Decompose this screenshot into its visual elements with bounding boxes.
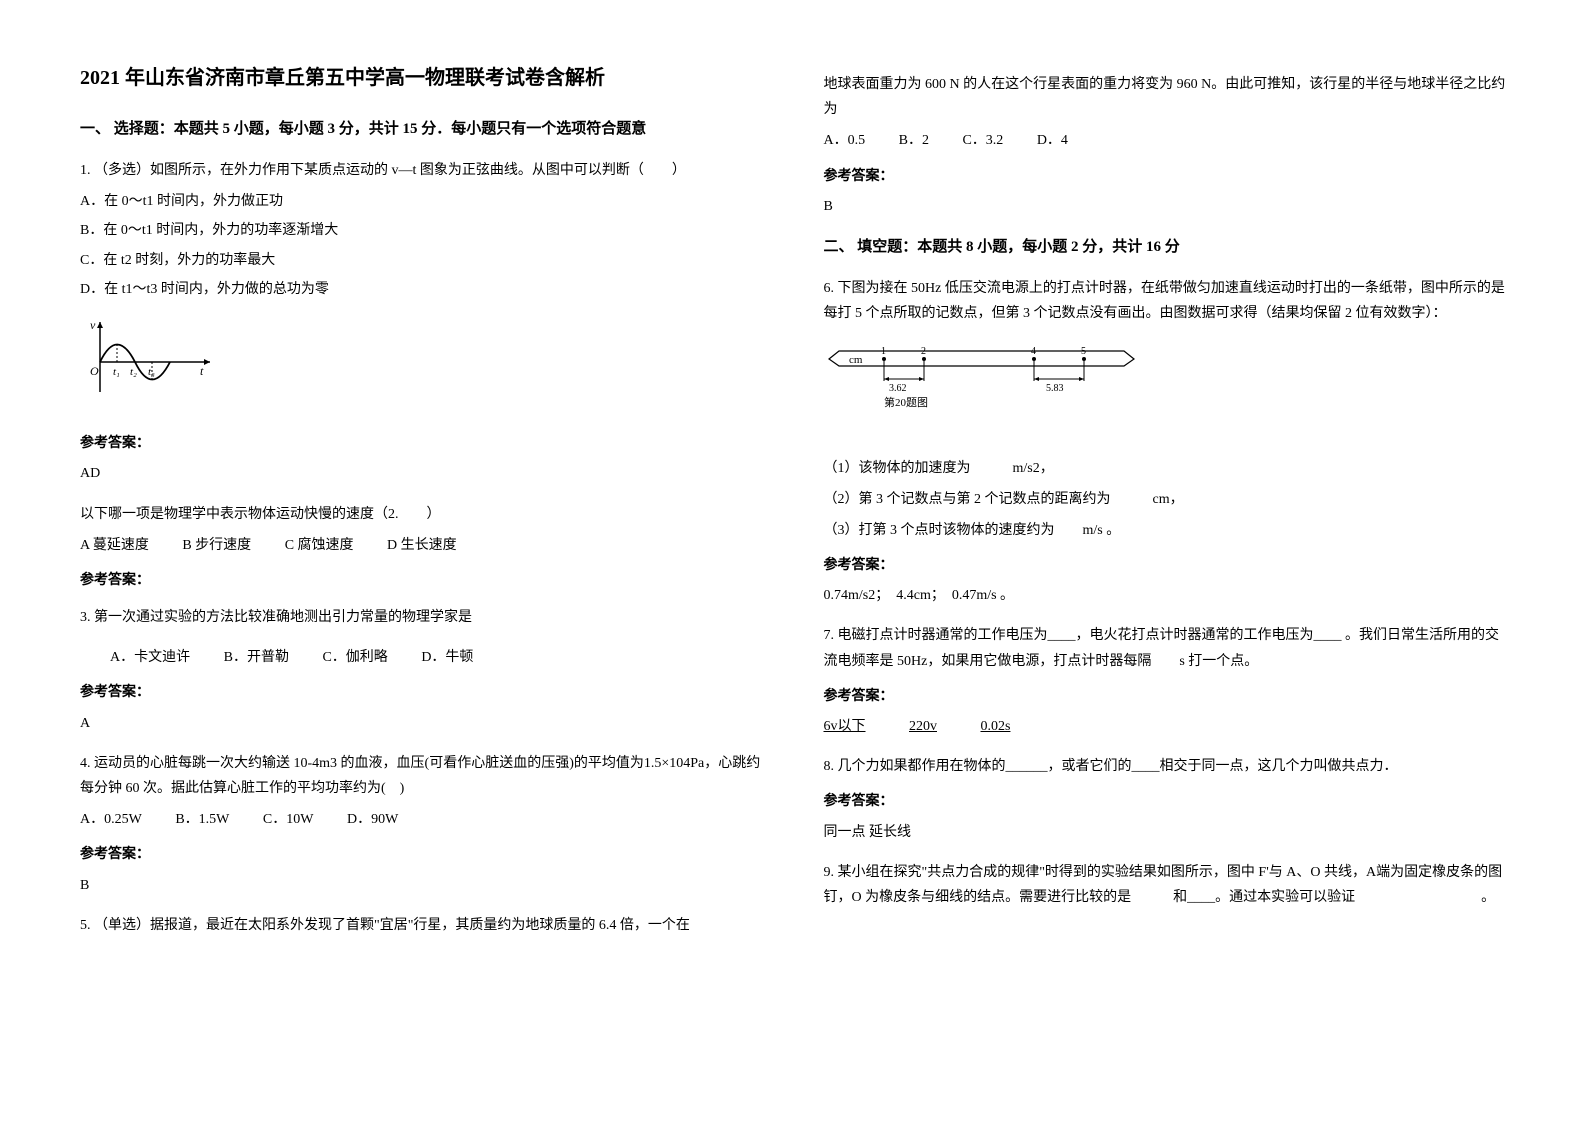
q2-opt-d: D 生长速度 (387, 538, 457, 553)
question-5-part1: 5. （单选）据报道，最近在太阳系外发现了首颗"宜居"行星，其质量约为地球质量的… (80, 913, 764, 938)
question-5-part2: 地球表面重力为 600 N 的人在这个行星表面的重力将变为 960 N。由此可推… (824, 72, 1508, 219)
q4-opt-d: D．90W (347, 812, 398, 827)
question-1: 1. （多选）如图所示，在外力作用下某质点运动的 v—t 图象为正弦曲线。从图中… (80, 158, 764, 487)
q5-stem-part1: 5. （单选）据报道，最近在太阳系外发现了首颗"宜居"行星，其质量约为地球质量的… (80, 913, 764, 938)
q8-stem: 8. 几个力如果都作用在物体的______，或者它们的____相交于同一点，这几… (824, 754, 1508, 779)
q6-stem: 6. 下图为接在 50Hz 低压交流电源上的打点计时器，在纸带做匀加速直线运动时… (824, 276, 1508, 326)
section2-header: 二、 填空题：本题共 8 小题，每小题 2 分，共计 16 分 (824, 234, 1508, 261)
section1-header: 一、 选择题：本题共 5 小题，每小题 3 分，共计 15 分．每小题只有一个选… (80, 116, 764, 143)
q5-opt-d: D．4 (1037, 133, 1068, 148)
q5-opt-b: B．2 (899, 133, 929, 148)
question-7: 7. 电磁打点计时器通常的工作电压为____，电火花打点计时器通常的工作电压为_… (824, 623, 1508, 739)
q7-ans3: 0.02s (981, 719, 1011, 734)
q3-opt-d: D．牛顿 (421, 650, 473, 665)
q2-opt-b: B 步行速度 (182, 538, 251, 553)
q1-opt-b: B．在 0～t1 时间内，外力的功率逐渐增大 (80, 218, 764, 243)
q4-answer-label: 参考答案： (80, 842, 764, 867)
question-3: 3. 第一次通过实验的方法比较准确地测出引力常量的物理学家是 A．卡文迪许 B．… (80, 605, 764, 736)
q5-opt-a: A．0.5 (824, 133, 866, 148)
q7-answer: 6v以下 220v 0.02s (824, 714, 1508, 739)
q6-answer: 0.74m/s2； 4.4cm； 0.47m/s 。 (824, 583, 1508, 608)
q6-sub2: （2）第 3 个记数点与第 2 个记数点的距离约为 cm， (824, 487, 1508, 512)
point-1 (882, 357, 886, 361)
q2-opt-a: A 蔓延速度 (80, 538, 149, 553)
q4-opt-b: B．1.5W (175, 812, 229, 827)
point-5 (1082, 357, 1086, 361)
q6-sub1: （1）该物体的加速度为 m/s2， (824, 456, 1508, 481)
q6-sub3: （3）打第 3 个点时该物体的速度约为 m/s 。 (824, 518, 1508, 543)
q4-opt-a: A．0.25W (80, 812, 142, 827)
q3-opt-a: A．卡文迪许 (110, 650, 190, 665)
dim2-arrow-r (1079, 377, 1084, 381)
q4-stem: 4. 运动员的心脏每跳一次大约输送 10-4m3 的血液，血压(可看作心脏送血的… (80, 751, 764, 801)
x-arrow (204, 359, 210, 365)
q1-stem: 1. （多选）如图所示，在外力作用下某质点运动的 v—t 图象为正弦曲线。从图中… (80, 158, 764, 183)
dim2-arrow-l (1034, 377, 1039, 381)
q3-answer-label: 参考答案： (80, 680, 764, 705)
question-2: 以下哪一项是物理学中表示物体运动快慢的速度（2. ） A 蔓延速度 B 步行速度… (80, 502, 764, 594)
q5-opt-c: C．3.2 (962, 133, 1003, 148)
label-O: O (90, 364, 99, 378)
q6-answer-label: 参考答案： (824, 553, 1508, 578)
dim1-arrow-r (919, 377, 924, 381)
left-column: 2021 年山东省济南市章丘第五中学高一物理联考试卷含解析 一、 选择题：本题共… (80, 60, 764, 950)
y-arrow (97, 322, 103, 328)
tape-diagram: cm 1 2 4 5 3.62 (824, 341, 1508, 440)
label-t3: t₃ (148, 366, 155, 378)
q8-answer: 同一点 延长线 (824, 820, 1508, 845)
q5-answer-label: 参考答案： (824, 164, 1508, 189)
q7-answer-label: 参考答案： (824, 684, 1508, 709)
q7-stem: 7. 电磁打点计时器通常的工作电压为____，电火花打点计时器通常的工作电压为_… (824, 623, 1508, 673)
q1-opt-a: A．在 0～t1 时间内，外力做正功 (80, 189, 764, 214)
tape-caption: 第20题图 (884, 395, 928, 409)
label-4: 4 (1031, 346, 1036, 357)
q4-answer: B (80, 873, 764, 898)
label-v: v (90, 318, 96, 332)
q4-opt-c: C．10W (263, 812, 314, 827)
q3-opt-b: B．开普勒 (224, 650, 289, 665)
label-t1: t₁ (113, 366, 120, 378)
q2-opt-c: C 腐蚀速度 (285, 538, 354, 553)
q3-opt-c: C．伽利略 (322, 650, 387, 665)
label-t2: t₂ (130, 366, 137, 378)
q2-stem: 以下哪一项是物理学中表示物体运动快慢的速度（2. ） (80, 502, 764, 527)
question-6: 6. 下图为接在 50Hz 低压交流电源上的打点计时器，在纸带做匀加速直线运动时… (824, 276, 1508, 609)
q1-answer: AD (80, 461, 764, 486)
q1-answer-label: 参考答案： (80, 431, 764, 456)
right-column: 地球表面重力为 600 N 的人在这个行星表面的重力将变为 960 N。由此可推… (824, 60, 1508, 950)
label-t: t (200, 364, 204, 378)
q3-stem: 3. 第一次通过实验的方法比较准确地测出引力常量的物理学家是 (80, 605, 764, 630)
tape-unit: cm (849, 354, 863, 366)
q3-answer: A (80, 711, 764, 736)
q7-ans1: 6v以下 (824, 719, 866, 734)
q2-answer-label: 参考答案： (80, 568, 764, 593)
question-9: 9. 某小组在探究"共点力合成的规律"时得到的实验结果如图所示，图中 F'与 A… (824, 860, 1508, 910)
q1-opt-d: D．在 t1～t3 时间内，外力做的总功为零 (80, 277, 764, 302)
point-4 (1032, 357, 1036, 361)
q1-opt-c: C．在 t2 时刻，外力的功率最大 (80, 248, 764, 273)
dim1-arrow-l (884, 377, 889, 381)
dim12-text: 3.62 (889, 383, 907, 394)
point-2 (922, 357, 926, 361)
dim45-text: 5.83 (1046, 383, 1064, 394)
q8-answer-label: 参考答案： (824, 789, 1508, 814)
label-2: 2 (921, 346, 926, 357)
question-4: 4. 运动员的心脏每跳一次大约输送 10-4m3 的血液，血压(可看作心脏送血的… (80, 751, 764, 898)
q5-stem-part2: 地球表面重力为 600 N 的人在这个行星表面的重力将变为 960 N。由此可推… (824, 72, 1508, 122)
sine-graph: v O t₁ t₂ t₃ t (80, 317, 764, 416)
label-1: 1 (881, 346, 886, 357)
q5-answer: B (824, 194, 1508, 219)
q7-ans2: 220v (909, 719, 937, 734)
label-5: 5 (1081, 346, 1086, 357)
page-title: 2021 年山东省济南市章丘第五中学高一物理联考试卷含解析 (80, 60, 764, 96)
question-8: 8. 几个力如果都作用在物体的______，或者它们的____相交于同一点，这几… (824, 754, 1508, 845)
tape-outline (829, 351, 1134, 366)
q9-stem: 9. 某小组在探究"共点力合成的规律"时得到的实验结果如图所示，图中 F'与 A… (824, 860, 1508, 910)
